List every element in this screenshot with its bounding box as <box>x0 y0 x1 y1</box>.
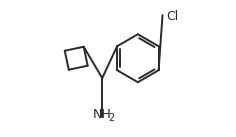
Text: Cl: Cl <box>167 10 179 23</box>
Text: NH: NH <box>93 108 112 121</box>
Text: 2: 2 <box>108 113 115 123</box>
